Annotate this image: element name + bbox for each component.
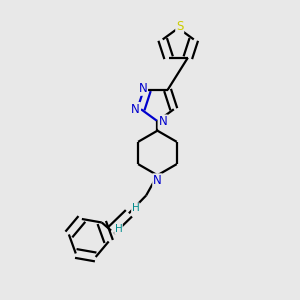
Text: S: S xyxy=(176,20,183,33)
Text: N: N xyxy=(153,174,162,187)
Text: N: N xyxy=(131,103,140,116)
Text: H: H xyxy=(132,203,139,213)
Text: H: H xyxy=(115,224,122,234)
Text: N: N xyxy=(158,115,167,128)
Text: N: N xyxy=(139,82,147,95)
